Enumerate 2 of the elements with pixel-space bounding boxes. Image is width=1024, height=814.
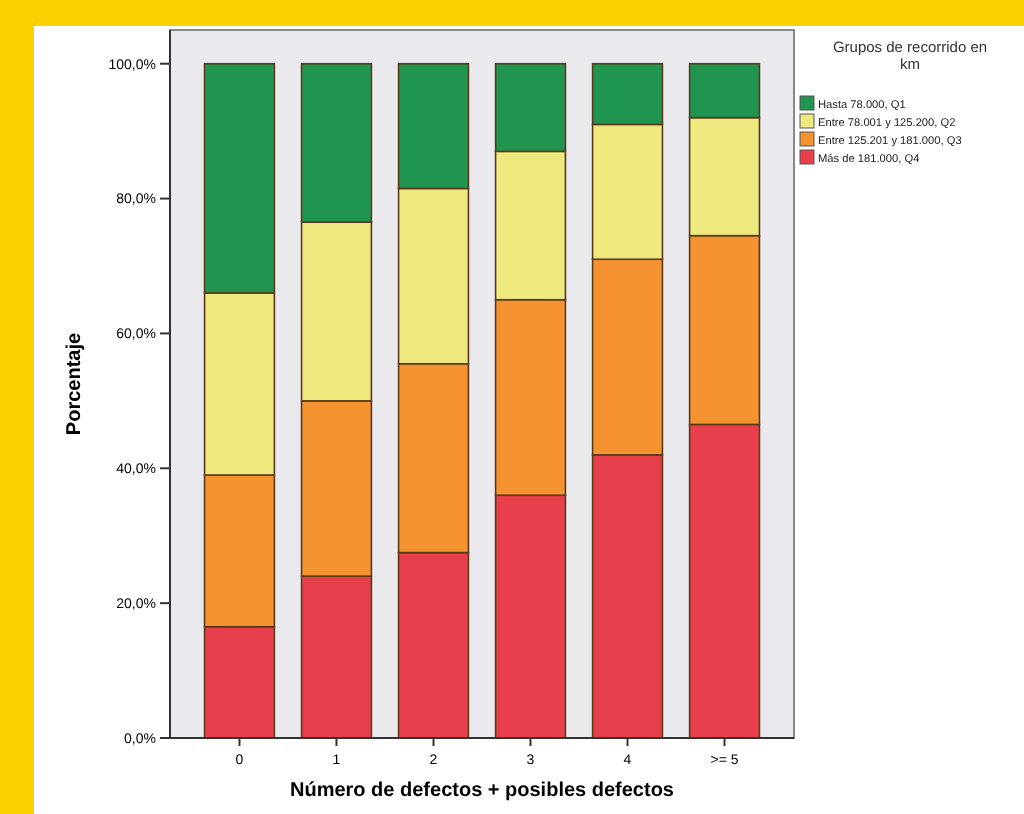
x-axis-title: Número de defectos + posibles defectos [290,780,675,802]
y-axis-title: Porcentaje [64,332,86,436]
